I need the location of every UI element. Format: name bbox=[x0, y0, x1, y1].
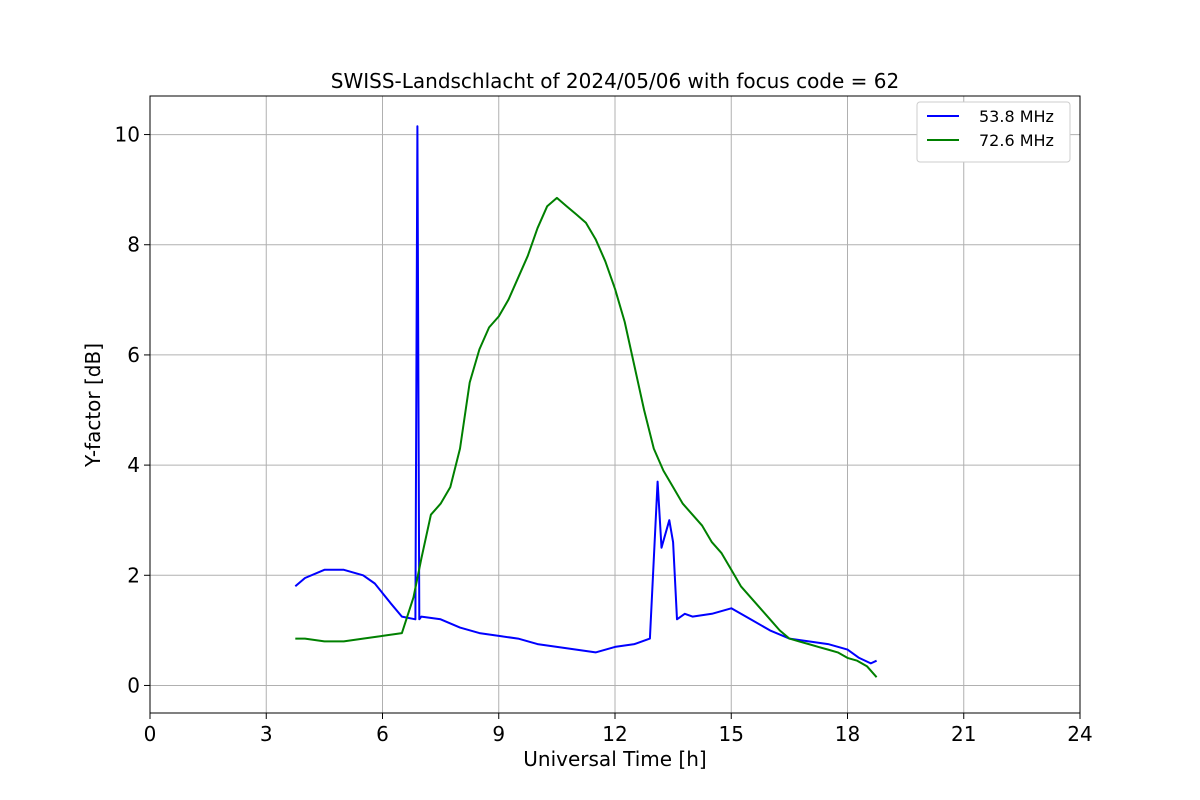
y-tick-label: 8 bbox=[127, 233, 140, 257]
y-axis-label: Y-factor [dB] bbox=[81, 343, 105, 468]
legend-label: 53.8 MHz bbox=[979, 107, 1054, 126]
x-tick-label: 9 bbox=[492, 722, 505, 746]
x-axis-label: Universal Time [h] bbox=[523, 747, 706, 771]
legend: 53.8 MHz 72.6 MHz bbox=[916, 101, 1071, 163]
y-tick-label: 6 bbox=[127, 343, 140, 367]
chart-title: SWISS-Landschlacht of 2024/05/06 with fo… bbox=[331, 69, 899, 93]
x-tick-label: 21 bbox=[951, 722, 976, 746]
y-tick-label: 10 bbox=[115, 123, 140, 147]
legend-label: 72.6 MHz bbox=[979, 131, 1054, 150]
x-tick-label: 18 bbox=[835, 722, 860, 746]
x-tick-label: 15 bbox=[719, 722, 744, 746]
y-tick-label: 0 bbox=[127, 673, 140, 697]
x-tick-label: 0 bbox=[144, 722, 157, 746]
x-tick-label: 12 bbox=[602, 722, 627, 746]
series-line-1 bbox=[294, 125, 878, 665]
x-tick-label: 3 bbox=[260, 722, 273, 746]
y-tick-label: 2 bbox=[127, 563, 140, 587]
y-tick-label: 4 bbox=[127, 453, 140, 477]
x-tick-label: 6 bbox=[376, 722, 389, 746]
series-line-2 bbox=[295, 196, 878, 678]
x-tick-label: 24 bbox=[1067, 722, 1092, 746]
plot-area bbox=[294, 125, 878, 678]
